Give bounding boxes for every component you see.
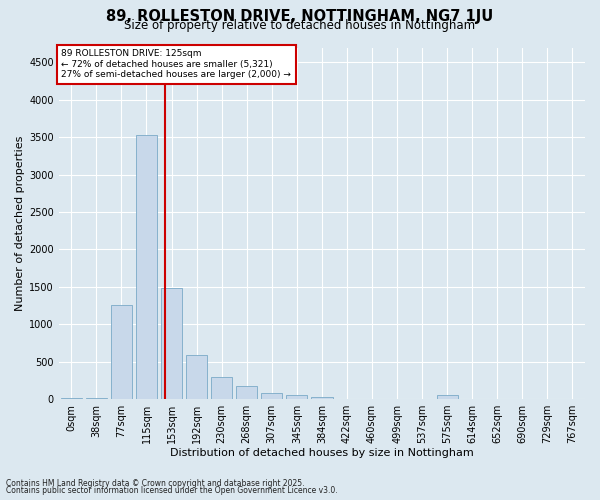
Text: Size of property relative to detached houses in Nottingham: Size of property relative to detached ho… [124, 19, 476, 32]
Bar [437, 395, 458, 399]
Text: 89, ROLLESTON DRIVE, NOTTINGHAM, NG7 1JU: 89, ROLLESTON DRIVE, NOTTINGHAM, NG7 1JU [106, 9, 494, 24]
Bar [86, 398, 107, 399]
Bar [161, 288, 182, 399]
Bar [186, 355, 207, 399]
Bar [211, 376, 232, 399]
Bar [311, 398, 332, 399]
Bar [111, 304, 132, 399]
Text: Contains public sector information licensed under the Open Government Licence v3: Contains public sector information licen… [6, 486, 338, 495]
Bar [286, 395, 307, 399]
Bar [136, 135, 157, 399]
Text: 89 ROLLESTON DRIVE: 125sqm
← 72% of detached houses are smaller (5,321)
27% of s: 89 ROLLESTON DRIVE: 125sqm ← 72% of deta… [61, 50, 291, 79]
Text: Contains HM Land Registry data © Crown copyright and database right 2025.: Contains HM Land Registry data © Crown c… [6, 478, 305, 488]
Bar [261, 392, 283, 399]
Bar [236, 386, 257, 399]
X-axis label: Distribution of detached houses by size in Nottingham: Distribution of detached houses by size … [170, 448, 474, 458]
Y-axis label: Number of detached properties: Number of detached properties [15, 136, 25, 311]
Bar [61, 398, 82, 399]
